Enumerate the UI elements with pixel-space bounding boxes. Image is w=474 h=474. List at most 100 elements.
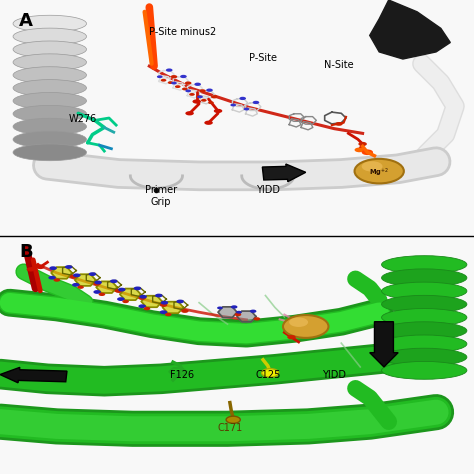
Circle shape [161,79,166,82]
Circle shape [93,290,101,294]
Circle shape [355,159,404,183]
Circle shape [226,416,240,423]
Text: N-Site: N-Site [324,60,354,70]
Circle shape [358,142,367,146]
Circle shape [199,89,206,92]
Ellipse shape [13,144,86,161]
Circle shape [138,304,146,308]
Circle shape [144,307,150,310]
Text: YIDD: YIDD [322,370,346,380]
Ellipse shape [382,255,467,273]
Ellipse shape [13,118,86,135]
Circle shape [335,122,343,126]
Circle shape [27,267,35,272]
Circle shape [139,295,147,299]
Circle shape [72,283,80,287]
Circle shape [362,161,383,172]
Circle shape [355,147,364,152]
Circle shape [36,265,45,269]
Circle shape [157,75,163,78]
Ellipse shape [382,348,467,366]
Ellipse shape [13,131,86,148]
Circle shape [171,82,177,84]
FancyArrow shape [262,164,306,182]
Circle shape [217,307,223,310]
Circle shape [362,149,373,155]
Text: A: A [19,12,33,30]
Circle shape [244,108,249,110]
Circle shape [181,309,189,313]
Ellipse shape [13,54,86,71]
Text: C171: C171 [217,423,243,433]
Circle shape [110,279,118,283]
Circle shape [283,315,328,338]
Circle shape [166,68,173,72]
Circle shape [230,104,236,107]
Polygon shape [237,311,256,322]
Ellipse shape [382,322,467,340]
Circle shape [253,101,259,104]
Circle shape [204,120,213,125]
Polygon shape [141,296,162,307]
Circle shape [262,369,279,377]
Ellipse shape [13,80,86,96]
Ellipse shape [382,362,467,379]
Polygon shape [163,301,183,313]
Circle shape [77,285,84,289]
Text: B: B [19,243,33,261]
Ellipse shape [13,15,86,32]
Ellipse shape [13,105,86,122]
Circle shape [118,288,126,292]
Circle shape [165,313,172,316]
Circle shape [211,95,218,99]
Circle shape [189,93,195,96]
Ellipse shape [382,335,467,353]
Ellipse shape [382,282,467,300]
Circle shape [289,318,308,327]
Circle shape [197,95,203,98]
Circle shape [194,82,201,86]
Circle shape [54,278,60,282]
FancyArrow shape [370,322,398,367]
Circle shape [235,313,241,316]
Text: C125: C125 [255,370,281,380]
Circle shape [160,310,167,314]
Circle shape [160,303,167,307]
Ellipse shape [382,295,467,313]
Circle shape [49,266,57,270]
Circle shape [185,111,194,116]
Circle shape [250,310,256,313]
Polygon shape [370,0,450,59]
Text: Primer
Grip: Primer Grip [145,185,177,207]
Circle shape [70,274,77,278]
Circle shape [176,300,184,303]
Circle shape [48,276,56,280]
Circle shape [138,296,146,300]
Circle shape [287,335,296,339]
Circle shape [93,282,101,285]
Circle shape [214,109,222,113]
Circle shape [206,89,213,92]
Text: YIDD: YIDD [256,185,280,195]
Circle shape [180,75,187,78]
Circle shape [175,85,181,88]
Polygon shape [96,282,117,293]
Circle shape [171,75,177,78]
Circle shape [117,297,125,301]
Circle shape [185,82,191,85]
Circle shape [134,286,141,290]
Circle shape [185,90,191,92]
Circle shape [99,292,105,296]
Ellipse shape [13,67,86,83]
Circle shape [155,293,163,298]
Polygon shape [120,289,141,300]
Ellipse shape [13,41,86,58]
Circle shape [201,99,207,102]
FancyArrow shape [0,367,67,383]
Circle shape [65,265,73,269]
Polygon shape [75,274,96,286]
Ellipse shape [382,269,467,287]
Circle shape [89,272,96,276]
Text: P-Site: P-Site [249,53,277,63]
Circle shape [254,317,260,320]
